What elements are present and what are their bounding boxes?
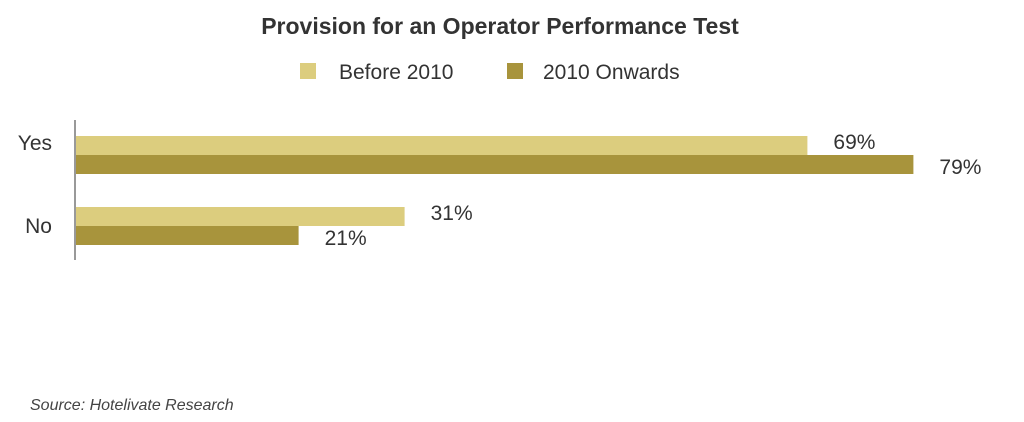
bars [76,136,914,245]
category-labels: Yes No [18,132,52,238]
bar-yes-2010-onwards [76,155,914,174]
data-label-no-2010-onwards: 21% [325,227,367,250]
chart-title: Provision for an Operator Performance Te… [261,13,739,39]
data-label-yes-2010-onwards: 79% [939,156,981,179]
data-labels: 69% 79% 31% 21% [325,131,982,250]
source-note: Source: Hotelivate Research [30,397,234,414]
category-label-no: No [25,215,52,238]
category-label-yes: Yes [18,132,52,155]
legend-label-2010-onwards: 2010 Onwards [543,61,680,84]
data-label-no-before-2010: 31% [431,202,473,225]
bar-no-before-2010 [76,207,405,226]
legend: Before 2010 2010 Onwards [300,61,680,84]
legend-label-before-2010: Before 2010 [339,61,453,84]
bar-no-2010-onwards [76,226,299,245]
data-label-yes-before-2010: 69% [833,131,875,154]
legend-swatch-2010-onwards [507,63,523,79]
bar-yes-before-2010 [76,136,808,155]
legend-swatch-before-2010 [300,63,316,79]
